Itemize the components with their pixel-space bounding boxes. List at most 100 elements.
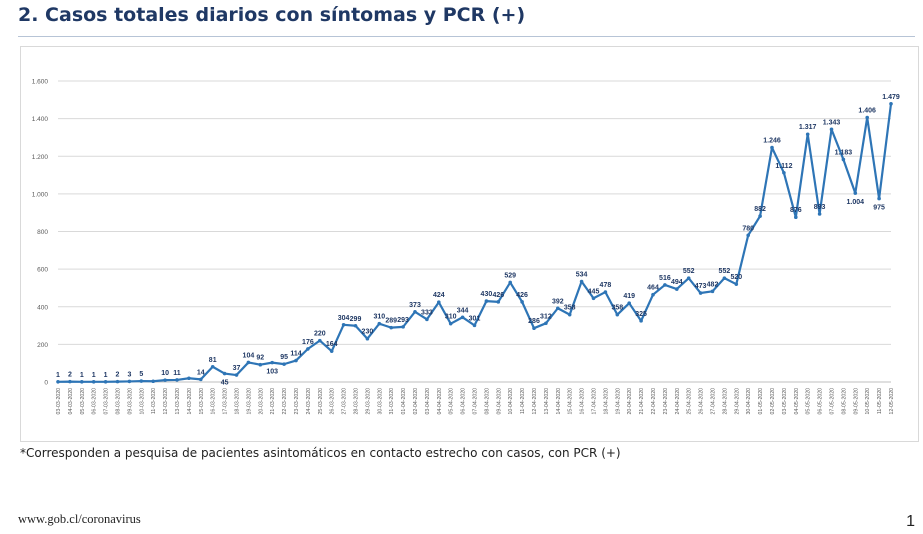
x-tick-label: 28-04-2020 (722, 388, 728, 415)
data-point (675, 287, 679, 291)
x-tick-label: 15-04-2020 (568, 388, 574, 415)
x-tick-label: 10-04-2020 (508, 388, 514, 415)
data-label: 1.343 (823, 119, 841, 126)
data-label: 552 (719, 268, 731, 275)
data-label: 473 (695, 283, 707, 290)
data-label: 482 (707, 281, 719, 288)
data-point (615, 312, 620, 317)
y-tick-label: 200 (37, 342, 48, 349)
x-tick-label: 18-04-2020 (603, 388, 609, 415)
data-label: 312 (540, 313, 552, 320)
x-tick-label: 24-03-2020 (306, 388, 312, 415)
data-label: 1.183 (835, 149, 853, 156)
data-point (532, 326, 536, 330)
y-tick-label: 1.600 (32, 79, 49, 86)
data-point (758, 214, 762, 218)
data-label: 426 (516, 292, 528, 299)
x-tick-label: 20-04-2020 (627, 388, 633, 415)
x-tick-label: 10-03-2020 (139, 388, 145, 415)
x-tick-label: 25-04-2020 (687, 388, 693, 415)
x-tick-label: 12-05-2020 (889, 388, 895, 415)
data-point (56, 380, 60, 384)
data-point (556, 306, 560, 311)
page-number: 1 (906, 513, 915, 530)
x-tick-label: 23-04-2020 (663, 388, 669, 415)
x-tick-label: 05-04-2020 (449, 388, 455, 415)
data-point (318, 338, 322, 343)
data-label: 220 (314, 331, 326, 338)
data-point (472, 323, 477, 328)
data-label: 876 (790, 207, 802, 214)
data-point (698, 291, 703, 295)
data-label: 520 (730, 274, 742, 281)
data-label: 373 (409, 302, 421, 309)
data-point (389, 325, 394, 330)
x-tick-label: 22-04-2020 (651, 388, 657, 415)
x-tick-label: 29-03-2020 (365, 388, 371, 415)
y-tick-label: 600 (37, 267, 48, 274)
data-point (829, 127, 834, 132)
x-tick-label: 08-03-2020 (116, 388, 122, 415)
data-point (484, 299, 489, 303)
x-tick-label: 12-04-2020 (532, 388, 538, 415)
data-point (199, 377, 203, 382)
source-link[interactable]: www.gob.cl/coronavirus (18, 512, 141, 526)
x-tick-label: 16-03-2020 (211, 388, 217, 415)
x-tick-label: 24-04-2020 (675, 388, 681, 415)
data-point (567, 312, 572, 317)
data-point (187, 376, 191, 381)
x-tick-label: 03-04-2020 (425, 388, 431, 415)
data-label: 516 (659, 275, 671, 282)
data-point (460, 315, 465, 320)
x-tick-label: 03-03-2020 (56, 388, 62, 415)
data-point (270, 360, 274, 365)
data-point (115, 379, 120, 384)
x-tick-label: 30-04-2020 (746, 388, 752, 415)
data-label: 176 (302, 339, 314, 346)
data-point (710, 289, 715, 294)
data-label: 358 (611, 305, 623, 312)
data-label: 230 (362, 329, 374, 336)
data-point (496, 300, 501, 304)
x-tick-label: 23-03-2020 (294, 388, 300, 415)
x-tick-label: 09-04-2020 (496, 388, 502, 415)
x-tick-label: 11-03-2020 (151, 388, 157, 414)
data-label: 478 (600, 282, 612, 289)
x-tick-label: 14-03-2020 (187, 388, 193, 415)
data-point (127, 379, 132, 384)
data-point (365, 336, 370, 341)
data-point (817, 212, 822, 216)
data-label: 344 (457, 307, 469, 314)
x-tick-label: 06-05-2020 (818, 388, 824, 415)
x-tick-label: 03-05-2020 (782, 388, 788, 415)
x-tick-label: 31-03-2020 (389, 388, 395, 415)
data-label: 1.317 (799, 124, 817, 131)
data-label: 392 (552, 298, 564, 305)
data-label: 445 (588, 288, 600, 295)
x-tick-label: 09-05-2020 (853, 388, 859, 415)
x-tick-label: 07-05-2020 (830, 388, 836, 415)
x-tick-label: 22-03-2020 (282, 388, 288, 415)
data-label: 103 (266, 369, 278, 376)
data-point (151, 379, 155, 384)
data-point (686, 276, 691, 280)
data-label: 10 (161, 370, 169, 377)
data-point (520, 300, 524, 304)
data-label: 975 (873, 205, 885, 212)
data-point (865, 115, 869, 120)
x-tick-label: 27-04-2020 (711, 388, 717, 415)
data-point (210, 364, 215, 369)
data-point (627, 301, 631, 305)
x-tick-label: 13-03-2020 (175, 388, 181, 415)
data-point (782, 171, 786, 175)
data-label: 430 (481, 291, 493, 298)
y-tick-label: 1.400 (32, 116, 49, 123)
data-label: 358 (564, 305, 576, 312)
data-label: 1.246 (763, 138, 781, 145)
data-label: 95 (280, 354, 288, 361)
data-label: 333 (421, 309, 433, 316)
data-point (437, 300, 441, 305)
data-label: 1 (104, 372, 108, 379)
data-point (401, 325, 405, 329)
data-point (282, 362, 286, 366)
